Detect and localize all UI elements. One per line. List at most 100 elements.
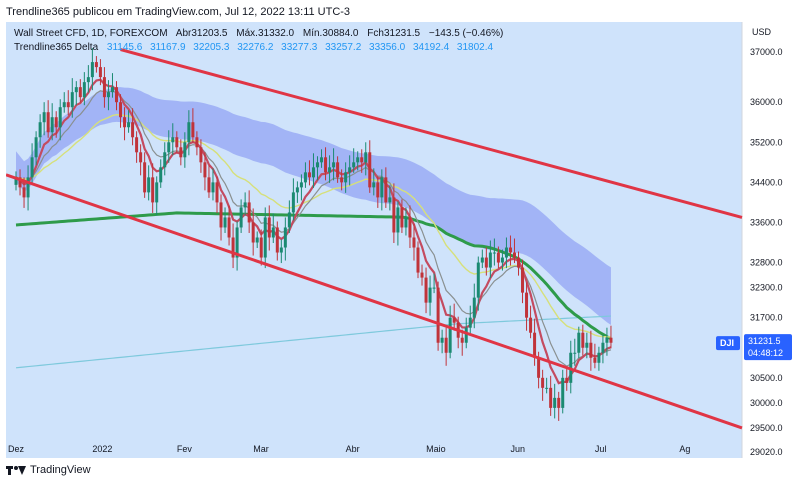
candle-body <box>307 172 311 178</box>
x-tick-label: 2022 <box>92 444 112 454</box>
candle-body <box>243 202 247 208</box>
candle-body <box>380 177 384 198</box>
candle-body <box>167 142 171 153</box>
candle-body <box>356 157 360 163</box>
last-price-tag <box>744 334 792 361</box>
countdown-label: 04:48:12 <box>748 348 783 358</box>
symbol-tag-box <box>716 336 740 351</box>
candle-body <box>279 247 283 253</box>
x-tick-label: Maio <box>426 444 446 454</box>
candle-body <box>360 157 364 163</box>
candle-body <box>400 207 404 228</box>
candle-body <box>143 162 147 193</box>
candle-body <box>340 177 344 183</box>
candle-body <box>70 92 74 108</box>
candle-body <box>215 182 219 203</box>
candle-body <box>372 182 376 188</box>
candle-body <box>460 337 464 343</box>
sma-green-line <box>15 211 612 341</box>
candle-body <box>275 227 279 253</box>
ohlc-legend: Wall Street CFD, 1D, FOREXCOM Abr31203.5… <box>14 28 509 39</box>
candle-body <box>50 117 54 133</box>
candle-body <box>533 332 537 358</box>
indicator-value: 32276.2 <box>237 42 274 53</box>
indicator-legend: Trendline365 Delta 31145.6 31167.9 32205… <box>14 42 498 53</box>
candle-body <box>565 377 569 383</box>
candle-body <box>577 332 581 353</box>
candle-body <box>175 137 179 148</box>
candle-body <box>396 207 400 233</box>
candle-body <box>102 77 106 98</box>
candle-body <box>155 182 159 203</box>
candle-body <box>448 317 452 353</box>
candle-body <box>46 112 50 133</box>
candle-body <box>251 222 255 243</box>
candle-body <box>199 147 203 163</box>
candle-body <box>127 122 131 128</box>
candle-body <box>601 342 605 353</box>
y-tick-label: 32300.0 <box>750 283 783 293</box>
y-tick-label: 37000.0 <box>750 47 783 57</box>
candle-body <box>392 197 396 233</box>
candle-body <box>432 287 436 289</box>
candle-body <box>545 387 549 389</box>
candle-body <box>211 182 215 193</box>
open-value: Abr31203.5 <box>175 28 228 39</box>
candle-body <box>34 137 38 158</box>
y-tick-label: 34400.0 <box>750 177 783 187</box>
candle-body <box>468 317 472 328</box>
indicator-value: 32205.3 <box>193 42 230 53</box>
candle-body <box>573 352 577 354</box>
candle-body <box>123 117 127 128</box>
candle-body <box>267 217 271 238</box>
candle-body <box>484 257 488 268</box>
y-tick-label: 33600.0 <box>750 217 783 227</box>
candle-body <box>299 182 303 188</box>
candle-body <box>207 177 211 193</box>
candle-body <box>203 162 207 178</box>
candle-body <box>496 252 500 263</box>
candle-body <box>231 237 235 258</box>
candle-body <box>171 137 175 143</box>
candle-body <box>219 202 223 228</box>
candle-body <box>66 102 70 108</box>
candle-body <box>86 77 90 83</box>
candle-body <box>159 167 163 183</box>
candle-body <box>541 377 545 388</box>
y-tick-label: 35200.0 <box>750 137 783 147</box>
candle-body <box>428 287 432 303</box>
ema-yellow-line <box>15 113 612 338</box>
candle-body <box>94 62 98 68</box>
candle-body <box>303 172 307 183</box>
candle-body <box>183 142 187 158</box>
candle-body <box>54 117 58 128</box>
x-tick-label: Mar <box>253 444 269 454</box>
candle-body <box>440 337 444 343</box>
candle-body <box>131 122 135 138</box>
price-chart[interactable]: 37000.0 36000.0 35200.0 34400.0 33600.0 32800… <box>6 22 794 458</box>
y-tick-label: 36000.0 <box>750 97 783 107</box>
candle-body <box>98 67 102 78</box>
candle-body <box>452 317 456 323</box>
candle-body <box>368 152 372 188</box>
candle-body <box>187 122 191 143</box>
y-tick-label: 29500.0 <box>750 423 783 433</box>
candle-body <box>259 237 263 258</box>
candle-body <box>291 192 295 213</box>
candle-body <box>191 122 195 138</box>
candle-body <box>283 227 287 248</box>
candle-body <box>388 197 392 203</box>
long-ma-line <box>15 315 611 369</box>
candle-body <box>239 207 243 228</box>
x-tick-label: Fev <box>177 444 193 454</box>
candle-body <box>384 177 388 203</box>
candle-body <box>553 397 557 408</box>
last-price-label: 31231.5 <box>748 336 781 346</box>
candle-body <box>62 102 66 108</box>
x-tick-label: Jun <box>511 444 526 454</box>
candle-body <box>328 167 332 173</box>
footer-brand[interactable]: TradingView <box>6 464 91 476</box>
candle-body <box>512 252 516 258</box>
candle-body <box>500 257 504 263</box>
candle-body <box>476 262 480 298</box>
